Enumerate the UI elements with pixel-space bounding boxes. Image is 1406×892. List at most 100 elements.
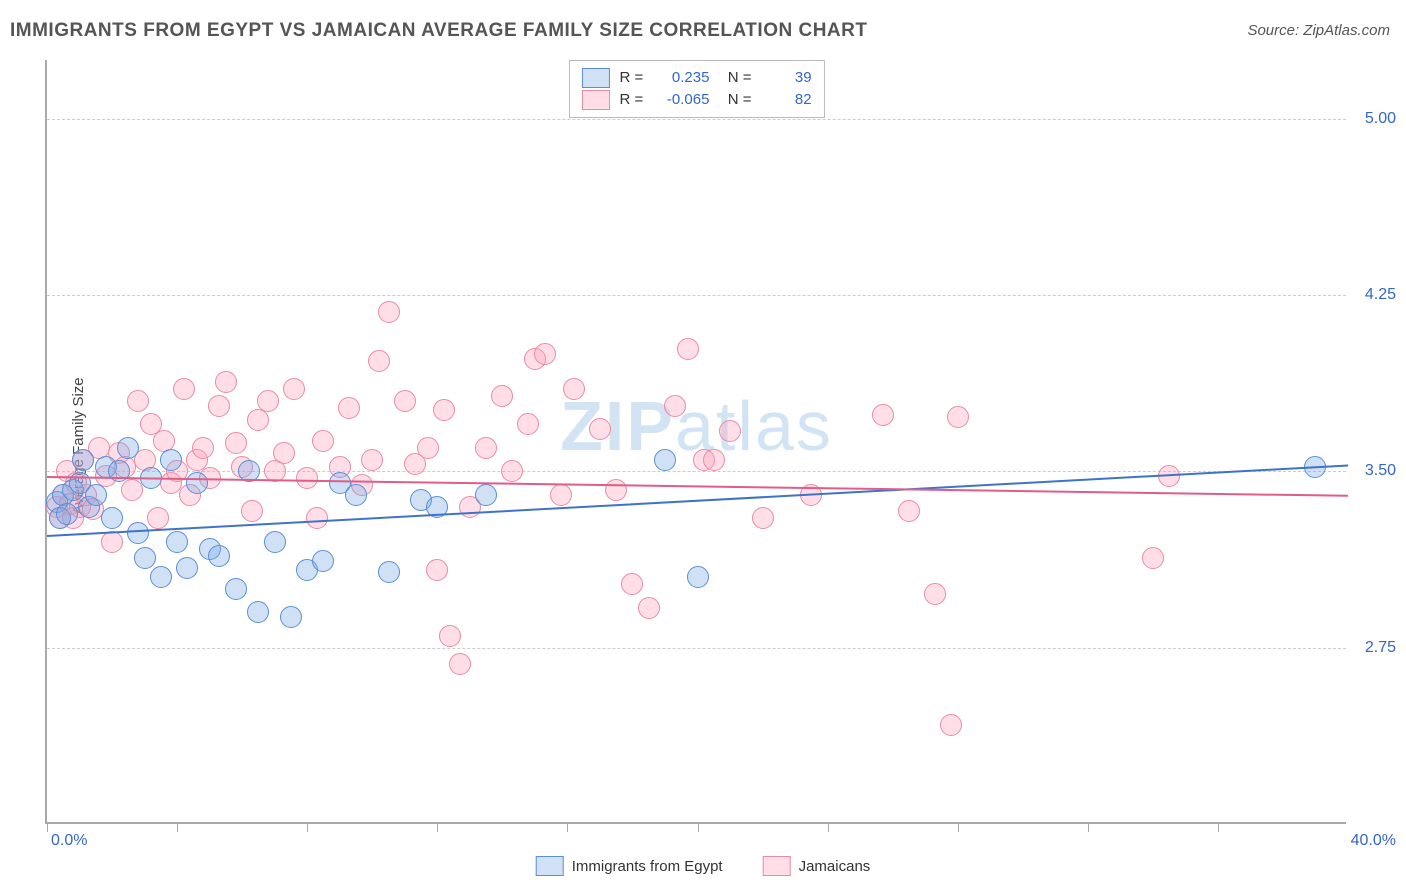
data-point xyxy=(394,390,416,412)
x-tick xyxy=(1218,822,1219,832)
data-point xyxy=(56,503,78,525)
data-point xyxy=(898,500,920,522)
data-point xyxy=(121,479,143,501)
data-point xyxy=(534,343,556,365)
data-point xyxy=(621,573,643,595)
x-tick xyxy=(698,822,699,832)
correlation-legend: R = 0.235 N = 39 R = -0.065 N = 82 xyxy=(568,60,824,118)
data-point xyxy=(247,601,269,623)
data-point xyxy=(273,442,295,464)
data-point xyxy=(127,390,149,412)
data-point xyxy=(517,413,539,435)
swatch-egypt-bottom xyxy=(536,856,564,876)
data-point xyxy=(241,500,263,522)
data-point xyxy=(312,550,334,572)
swatch-jamaicans-bottom xyxy=(763,856,791,876)
data-point xyxy=(439,625,461,647)
data-point xyxy=(368,350,390,372)
data-point xyxy=(417,437,439,459)
data-point xyxy=(719,420,741,442)
data-point xyxy=(312,430,334,452)
x-tick xyxy=(437,822,438,832)
data-point xyxy=(872,404,894,426)
data-point xyxy=(176,557,198,579)
data-point xyxy=(752,507,774,529)
data-point xyxy=(338,397,360,419)
data-point xyxy=(947,406,969,428)
data-point xyxy=(1142,547,1164,569)
data-point xyxy=(378,301,400,323)
plot-area: ZIPatlas R = 0.235 N = 39 R = -0.065 N =… xyxy=(45,60,1346,824)
data-point xyxy=(449,653,471,675)
data-point xyxy=(208,545,230,567)
data-point xyxy=(283,378,305,400)
source-attribution: Source: ZipAtlas.com xyxy=(1247,22,1390,39)
data-point xyxy=(186,472,208,494)
data-point xyxy=(306,507,328,529)
data-point xyxy=(677,338,699,360)
y-tick-label: 4.25 xyxy=(1351,286,1396,304)
data-point xyxy=(378,561,400,583)
y-tick-label: 5.00 xyxy=(1351,110,1396,128)
data-point xyxy=(475,484,497,506)
data-point xyxy=(257,390,279,412)
legend-item-egypt: Immigrants from Egypt xyxy=(536,856,723,876)
legend-row-jamaicans: R = -0.065 N = 82 xyxy=(581,89,811,111)
data-point xyxy=(703,449,725,471)
n-value-egypt: 39 xyxy=(762,67,812,89)
data-point xyxy=(501,460,523,482)
data-point xyxy=(940,714,962,736)
data-point xyxy=(687,566,709,588)
data-point xyxy=(654,449,676,471)
data-point xyxy=(101,531,123,553)
data-point xyxy=(150,566,172,588)
data-point xyxy=(160,449,182,471)
data-point xyxy=(166,531,188,553)
data-point xyxy=(589,418,611,440)
x-tick xyxy=(307,822,308,832)
y-tick-label: 3.50 xyxy=(1351,462,1396,480)
gridline xyxy=(47,648,1346,649)
data-point xyxy=(296,467,318,489)
x-tick xyxy=(828,822,829,832)
data-point xyxy=(215,371,237,393)
data-point xyxy=(280,606,302,628)
data-point xyxy=(225,432,247,454)
data-point xyxy=(192,437,214,459)
data-point xyxy=(426,559,448,581)
data-point xyxy=(147,507,169,529)
data-point xyxy=(72,449,94,471)
data-point xyxy=(638,597,660,619)
chart-title: IMMIGRANTS FROM EGYPT VS JAMAICAN AVERAG… xyxy=(10,20,867,42)
gridline xyxy=(47,119,1346,120)
trend-line xyxy=(47,476,1348,497)
data-point xyxy=(127,522,149,544)
r-value-egypt: 0.235 xyxy=(659,67,709,89)
data-point xyxy=(225,578,247,600)
data-point xyxy=(117,437,139,459)
x-tick xyxy=(1088,822,1089,832)
data-point xyxy=(550,484,572,506)
swatch-jamaicans xyxy=(581,90,609,110)
data-point xyxy=(101,507,123,529)
data-point xyxy=(208,395,230,417)
data-point xyxy=(664,395,686,417)
x-axis-min-label: 0.0% xyxy=(51,832,87,850)
data-point xyxy=(563,378,585,400)
n-value-jamaicans: 82 xyxy=(762,89,812,111)
data-point xyxy=(475,437,497,459)
legend-row-egypt: R = 0.235 N = 39 xyxy=(581,67,811,89)
data-point xyxy=(247,409,269,431)
swatch-egypt xyxy=(581,68,609,88)
x-tick xyxy=(177,822,178,832)
data-point xyxy=(134,547,156,569)
data-point xyxy=(605,479,627,501)
data-point xyxy=(85,484,107,506)
r-value-jamaicans: -0.065 xyxy=(659,89,709,111)
x-tick xyxy=(47,822,48,832)
data-point xyxy=(264,531,286,553)
data-point xyxy=(491,385,513,407)
data-point xyxy=(345,484,367,506)
legend-item-jamaicans: Jamaicans xyxy=(763,856,871,876)
x-tick xyxy=(958,822,959,832)
